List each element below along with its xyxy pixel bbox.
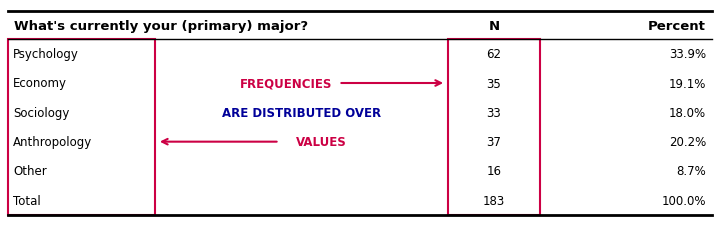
Text: 20.2%: 20.2% xyxy=(669,136,706,148)
Text: ARE DISTRIBUTED OVER: ARE DISTRIBUTED OVER xyxy=(222,106,381,119)
Text: 37: 37 xyxy=(487,136,501,148)
Text: Psychology: Psychology xyxy=(13,48,79,61)
Text: 33: 33 xyxy=(487,106,501,119)
Text: What's currently your (primary) major?: What's currently your (primary) major? xyxy=(14,20,308,32)
Text: Sociology: Sociology xyxy=(13,106,69,119)
Text: VALUES: VALUES xyxy=(296,136,347,148)
Bar xyxy=(448,40,540,215)
Text: Total: Total xyxy=(13,194,41,207)
Text: 100.0%: 100.0% xyxy=(662,194,706,207)
Text: 18.0%: 18.0% xyxy=(669,106,706,119)
Text: FREQUENCIES: FREQUENCIES xyxy=(240,77,333,90)
Text: N: N xyxy=(488,20,500,32)
Text: Economy: Economy xyxy=(13,77,67,90)
Text: Percent: Percent xyxy=(648,20,706,32)
Text: 183: 183 xyxy=(483,194,505,207)
Text: 62: 62 xyxy=(487,48,502,61)
Bar xyxy=(8,40,155,215)
Text: 8.7%: 8.7% xyxy=(676,165,706,178)
Text: Anthropology: Anthropology xyxy=(13,136,92,148)
Text: 19.1%: 19.1% xyxy=(669,77,706,90)
Text: 16: 16 xyxy=(487,165,502,178)
Text: 33.9%: 33.9% xyxy=(669,48,706,61)
Text: Other: Other xyxy=(13,165,47,178)
Text: 35: 35 xyxy=(487,77,501,90)
